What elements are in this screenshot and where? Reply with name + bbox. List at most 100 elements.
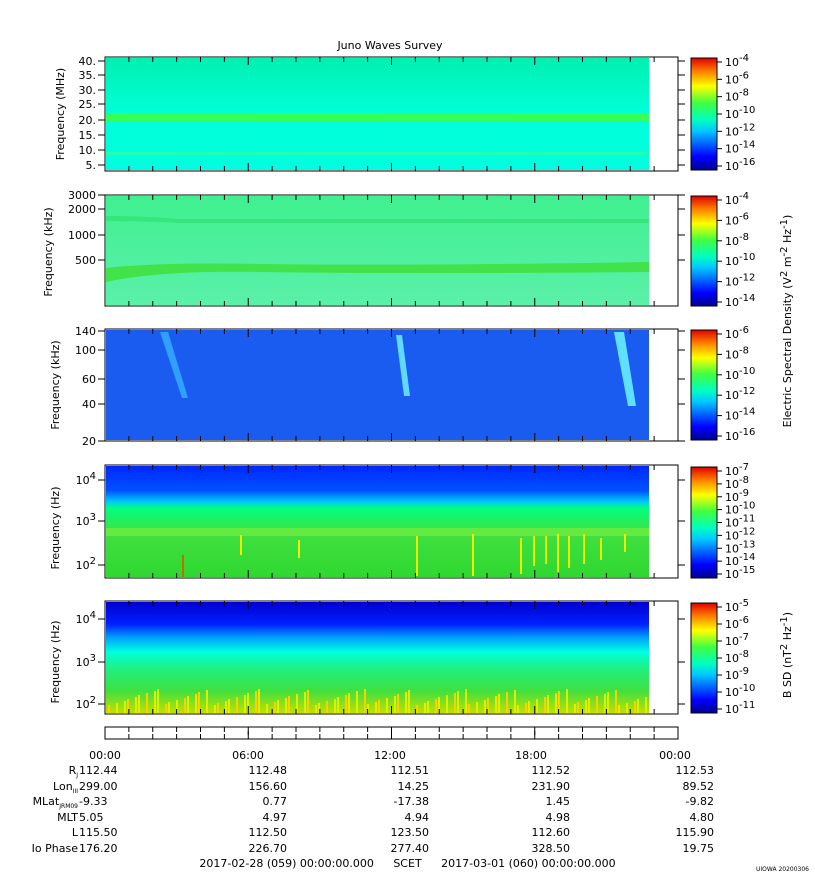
panel-5-spike — [244, 695, 246, 713]
panel-4-spike — [520, 538, 522, 574]
colorbar-tick-label: 10-7 — [725, 632, 749, 648]
panel-5-spike — [607, 692, 609, 713]
ephemeris-value: 112.60 — [531, 826, 571, 839]
panel-5-spike — [258, 689, 260, 713]
ephemeris-value: 231.90 — [531, 779, 571, 793]
ephemeris-value: 112.53 — [675, 764, 715, 777]
colorbar-tick-label-base: 10 — [725, 430, 739, 443]
panel-1-yticks: 40.35. 30.25. 20. 15. 10. 5. — [79, 55, 685, 172]
colorbar-tick-label-exp: -9 — [739, 488, 749, 499]
time-axis-ticks: 00:00 06:00 12:00 18:00 00:00 — [89, 727, 691, 762]
panel-5-spike — [108, 705, 110, 713]
colorbar-2 — [690, 195, 718, 307]
colorbar-tick-label: 10-14 — [725, 552, 755, 568]
panel-5-spike — [288, 696, 290, 713]
panel-5-spike — [476, 702, 478, 713]
colorbar-tick-label-base: 10 — [725, 635, 739, 648]
colorbar-tick-label: 10-10 — [725, 366, 755, 382]
colorbar-tick-label-base: 10 — [725, 108, 739, 121]
colorbar-b-label-sup2: -1 — [779, 616, 790, 626]
panel-4-spike — [298, 540, 300, 558]
panel-5-spike — [536, 699, 538, 713]
panel-5-spike — [135, 697, 137, 713]
ytick-label: 104 — [76, 610, 96, 626]
colorbar-tick-label-exp: -4 — [739, 191, 749, 202]
colorbar-tick-label-base: 10 — [725, 255, 739, 268]
colorbar-tick-label: 10-8 — [725, 88, 749, 104]
panel-4-spike — [568, 536, 570, 568]
panel-5-spike — [184, 698, 186, 713]
panel-5-spike — [266, 704, 268, 713]
ytick-label: 25. — [79, 98, 97, 111]
colorbar-tick-label: 10-5 — [725, 598, 749, 614]
panel-5-spike — [247, 693, 249, 713]
colorbar-tick-label: 10-12 — [725, 526, 755, 542]
ytick-label: 102 — [76, 556, 96, 572]
ephemeris-value: 5.05 — [79, 810, 104, 824]
colorbar-tick-label-base: 10 — [725, 703, 739, 716]
colorbar-tick-label: 10-8 — [725, 475, 749, 491]
panel-4-spike — [583, 534, 585, 564]
panel-4-spike — [600, 538, 602, 560]
colorbar-tick-label-exp: -14 — [739, 407, 755, 418]
colorbar-tick-label-exp: -10 — [739, 501, 755, 512]
colorbar-b-label-a: B SD (nT — [781, 650, 794, 698]
panel-5-spike — [604, 694, 606, 713]
ephemeris-value: 19.75 — [682, 841, 715, 855]
colorbar-tick-label-base: 10 — [725, 491, 739, 504]
panel-5-spike — [225, 701, 227, 713]
colorbar-e-label-a: Electric Spectral Density (V — [781, 277, 794, 428]
ytick-label: 140 — [75, 325, 96, 338]
panel-5-spike — [427, 701, 429, 713]
ytick-label: 104 — [76, 471, 96, 487]
panel-5-spike — [326, 701, 328, 713]
panel-5-spike — [454, 693, 456, 713]
ytick-label-base: 10 — [76, 515, 90, 528]
colorbar-4 — [690, 466, 718, 579]
ytick-label-base: 10 — [76, 613, 90, 626]
ephemeris-value: 115.50 — [79, 826, 118, 839]
panel-5-spike — [304, 692, 306, 713]
panel-4-spike — [533, 536, 535, 566]
colorbar-tick-label: 10-14 — [725, 407, 755, 423]
colorbar-tick-label-base: 10 — [725, 652, 739, 665]
colorbar-tick-label-exp: -7 — [739, 632, 749, 643]
panel-2-band-lower — [106, 262, 649, 282]
xtick-label: 18:00 — [515, 749, 547, 762]
ytick-label: 15. — [79, 129, 97, 142]
panel-5-spike — [487, 698, 489, 713]
panel-5-spike — [334, 699, 336, 713]
ephemeris-value: 156.60 — [248, 779, 288, 793]
panel-5-spike — [198, 692, 200, 713]
panel-5-spike — [154, 691, 156, 713]
colorbar-tick-label-exp: -6 — [739, 70, 749, 81]
panel-4-ylabel: Frequency (Hz) — [49, 487, 62, 570]
panel-5-spike — [345, 695, 347, 713]
panel-5-spike — [637, 699, 639, 713]
panel-5-spikes — [108, 689, 647, 713]
colorbar-tick-label: 10-10 — [725, 105, 755, 121]
ytick-label-exp: 4 — [90, 471, 96, 482]
panel-1-band-8mhz — [106, 152, 649, 155]
colorbar-e-label: Electric Spectral Density (V2 m-2 Hz-1) — [779, 215, 794, 428]
panel-5-spike — [528, 701, 530, 713]
panel-5-spike — [364, 689, 366, 713]
colorbar-tick-label: 10-6 — [725, 325, 749, 341]
colorbar-e-label-d: ) — [781, 215, 794, 219]
panel-5-spike — [176, 700, 178, 713]
colorbar-tick-label: 10-11 — [725, 700, 755, 716]
panel-5-spike — [217, 703, 219, 713]
panel-2-band-upper — [106, 216, 649, 223]
panel-5-spike — [498, 694, 500, 713]
ytick-label: 103 — [76, 512, 96, 528]
colorbar-tick-label-base: 10 — [725, 504, 739, 517]
panel-5-spike — [615, 690, 617, 713]
ytick-label: 35. — [79, 69, 97, 82]
colorbar-tick-label-base: 10 — [725, 276, 739, 289]
panel-4-band — [106, 528, 649, 536]
panel-5-spike — [127, 699, 129, 713]
panel-5-spike — [228, 699, 230, 713]
